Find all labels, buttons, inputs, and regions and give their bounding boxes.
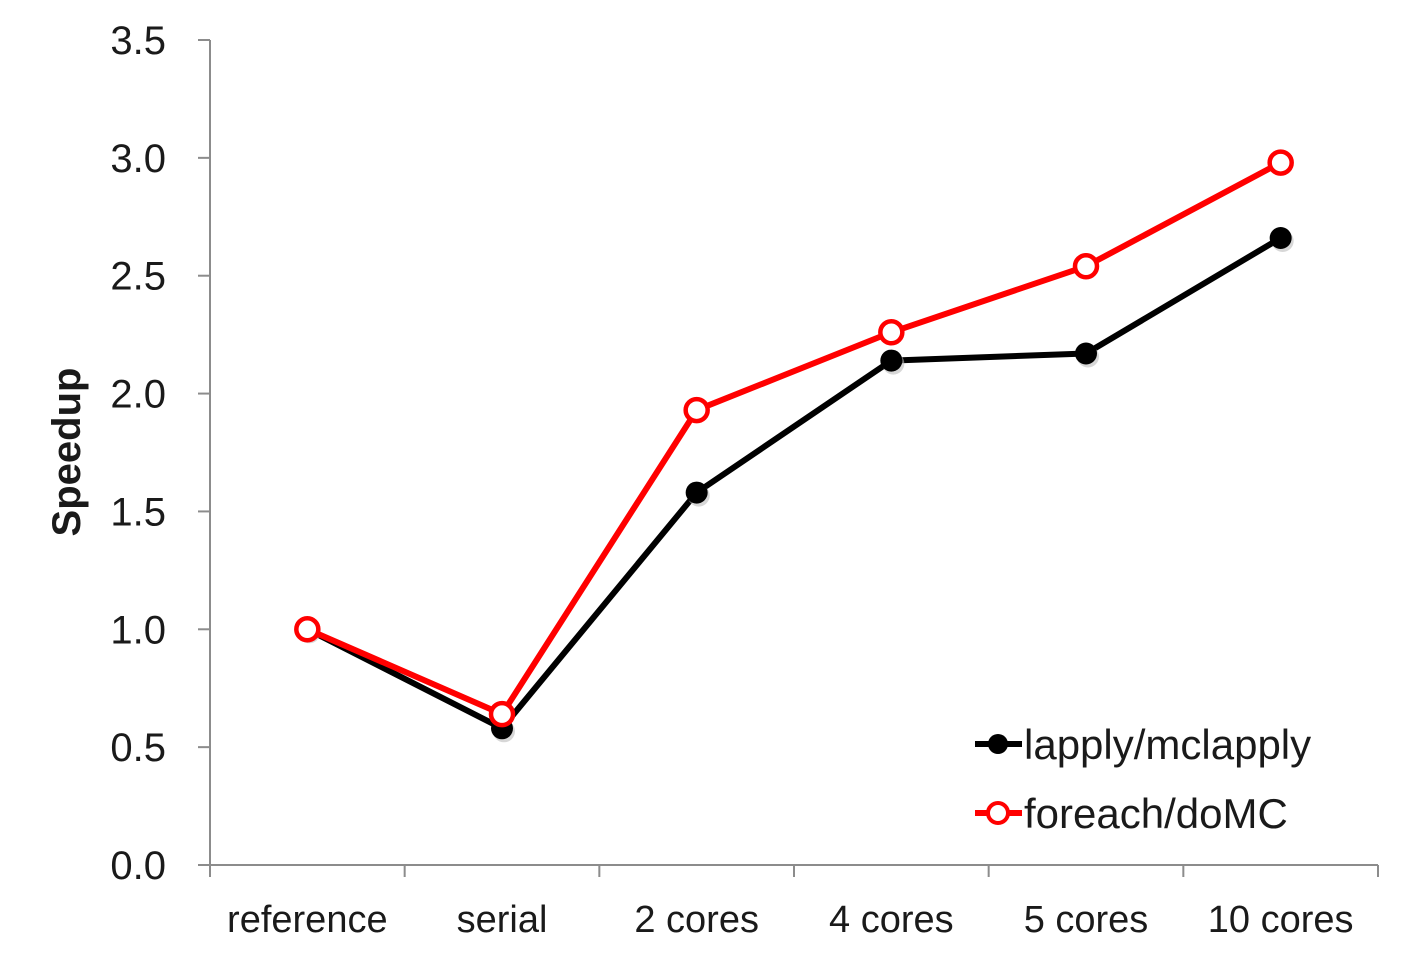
legend: lapply/mclapply foreach/doMC xyxy=(975,721,1311,837)
series-line xyxy=(305,235,1283,732)
data-point xyxy=(294,616,321,643)
legend-label: foreach/doMC xyxy=(1024,790,1288,837)
data-point xyxy=(488,700,516,728)
y-tick-label: 3.5 xyxy=(110,19,166,63)
series-line xyxy=(306,159,1283,718)
y-tick-label: 0.5 xyxy=(110,726,166,770)
x-tick-label: 4 cores xyxy=(829,899,954,941)
legend-item: foreach/doMC xyxy=(975,790,1288,837)
legend-label: lapply/mclapply xyxy=(1024,721,1311,768)
data-point xyxy=(1075,342,1097,365)
x-tick-label: reference xyxy=(227,899,388,941)
series-1 xyxy=(296,227,1294,743)
series-2 xyxy=(294,149,1294,728)
x-tick-label: 2 cores xyxy=(634,899,759,941)
x-ticks: reference serial 2 cores 4 cores 5 cores 10 c… xyxy=(209,865,1379,941)
data-point xyxy=(878,319,905,346)
x-tick-label: serial xyxy=(457,899,548,941)
data-point xyxy=(880,349,903,372)
y-tick-label: 1.0 xyxy=(110,608,166,652)
y-tick-label: 2.0 xyxy=(110,373,166,417)
data-point xyxy=(685,481,708,504)
y-tick-label: 2.5 xyxy=(110,255,166,299)
x-tick-label: 10 cores xyxy=(1208,899,1354,941)
y-tick-label: 1.5 xyxy=(110,490,166,534)
legend-marker xyxy=(988,734,1008,754)
data-point xyxy=(1072,253,1100,280)
data-point xyxy=(1269,227,1292,249)
y-ticks: 0.0 0.5 1.0 1.5 2.0 2.5 3.0 3.5 xyxy=(110,19,210,888)
legend-marker xyxy=(986,801,1010,825)
y-axis-title: Speedup xyxy=(45,368,89,537)
data-point xyxy=(683,396,710,424)
data-point xyxy=(1267,149,1294,176)
x-tick-label: 5 cores xyxy=(1024,899,1149,941)
legend-item: lapply/mclapply xyxy=(975,721,1311,768)
y-tick-label: 3.0 xyxy=(110,137,166,181)
series-layer xyxy=(294,149,1294,743)
y-tick-label: 0.0 xyxy=(110,844,166,888)
